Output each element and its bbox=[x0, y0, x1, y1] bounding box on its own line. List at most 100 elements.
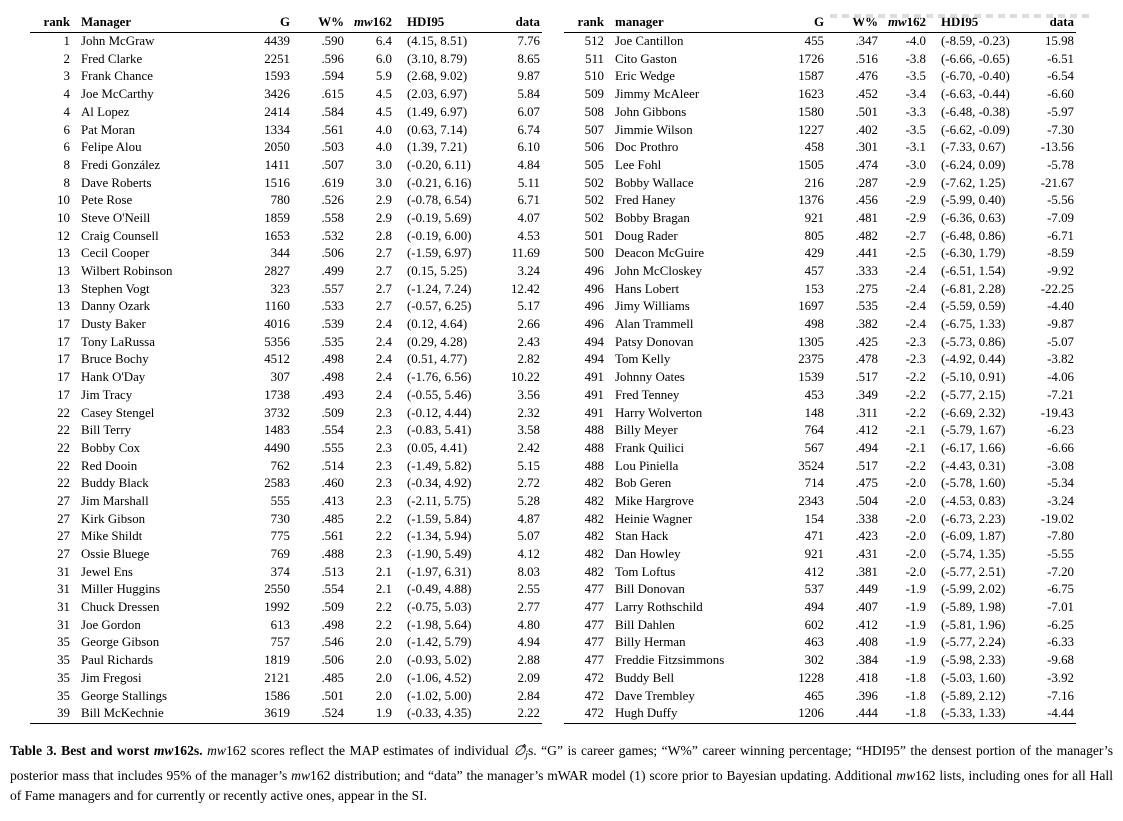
table-row: 482 Heinie Wagner 154 .338 -2.0 (-6.73, 2.23)… bbox=[564, 511, 1076, 529]
cell-data: -6.75 bbox=[1047, 582, 1074, 597]
cell-mw162: -1.9 bbox=[905, 653, 926, 668]
cell-wpct: .412 bbox=[855, 423, 878, 438]
cell-rank: 482 bbox=[584, 564, 604, 579]
cell-manager: Bill Terry bbox=[81, 423, 132, 438]
cell-data: 6.07 bbox=[517, 104, 540, 119]
cell-data: -5.97 bbox=[1047, 104, 1074, 119]
cell-hdi95: (-1.06, 4.52) bbox=[407, 670, 472, 685]
cell-wpct: .513 bbox=[321, 564, 344, 579]
cell-mw162: 2.4 bbox=[375, 387, 392, 402]
cell-g: 1738 bbox=[264, 387, 290, 402]
cell-rank: 2 bbox=[63, 51, 70, 66]
table-row: 4 Al Lopez 2414 .584 4.5 (1.49, 6.97) 6.07 bbox=[30, 104, 542, 122]
cell-rank: 10 bbox=[57, 193, 70, 208]
table-row: 27 Mike Shildt 775 .561 2.2 (-1.34, 5.94) 5.07 bbox=[30, 528, 542, 546]
table-row: 31 Chuck Dressen 1992 .509 2.2 (-0.75, 5.03) 2… bbox=[30, 599, 542, 617]
table-row: 488 Billy Meyer 764 .412 -2.1 (-5.79, 1.67) -6… bbox=[564, 422, 1076, 440]
cell-g: 780 bbox=[270, 193, 290, 208]
cell-rank: 477 bbox=[584, 617, 604, 632]
cell-manager: Patsy Donovan bbox=[615, 334, 694, 349]
cell-mw162: -2.9 bbox=[905, 193, 926, 208]
table-row: 17 Bruce Bochy 4512 .498 2.4 (0.51, 4.77) 2.82 bbox=[30, 351, 542, 369]
cell-wpct: .423 bbox=[855, 529, 878, 544]
cell-hdi95: (-6.24, 0.09) bbox=[941, 157, 1006, 172]
cell-wpct: .535 bbox=[855, 299, 878, 314]
cell-g: 1623 bbox=[798, 87, 824, 102]
cell-wpct: .402 bbox=[855, 122, 878, 137]
cell-mw162: 2.7 bbox=[375, 299, 392, 314]
cell-manager: Bobby Wallace bbox=[615, 175, 694, 190]
cell-manager: Steve O'Neill bbox=[81, 210, 151, 225]
cell-data: 2.88 bbox=[517, 653, 540, 668]
cell-mw162: -2.4 bbox=[905, 281, 926, 296]
cell-wpct: .494 bbox=[855, 440, 878, 455]
cell-manager: Chuck Dressen bbox=[81, 600, 160, 615]
table-row: 477 Freddie Fitzsimmons 302 .384 -1.9 (-5.98,… bbox=[564, 652, 1076, 670]
cell-mw162: 2.3 bbox=[375, 458, 392, 473]
cell-hdi95: (-7.33, 0.67) bbox=[941, 140, 1006, 155]
table-row: 510 Eric Wedge 1587 .476 -3.5 (-6.70, -0.40) -… bbox=[564, 68, 1076, 86]
cell-mw162: 2.0 bbox=[375, 670, 392, 685]
cell-hdi95: (-5.99, 2.02) bbox=[941, 582, 1006, 597]
cell-data: -9.87 bbox=[1047, 317, 1074, 332]
cell-hdi95: (-7.62, 1.25) bbox=[941, 175, 1006, 190]
cell-hdi95: (-1.49, 5.82) bbox=[407, 458, 472, 473]
cell-wpct: .498 bbox=[321, 617, 344, 632]
cell-mw162: -2.4 bbox=[905, 264, 926, 279]
cell-g: 302 bbox=[804, 653, 824, 668]
cell-wpct: .555 bbox=[321, 440, 344, 455]
cell-wpct: .311 bbox=[855, 405, 878, 420]
table-row: 6 Pat Moran 1334 .561 4.0 (0.63, 7.14) 6.74 bbox=[30, 121, 542, 139]
cell-data: -7.09 bbox=[1047, 210, 1074, 225]
cell-g: 2121 bbox=[264, 670, 290, 685]
caption-segment: 162 lists, including ones for all Hall o… bbox=[10, 767, 1113, 803]
cell-mw162: -2.1 bbox=[905, 440, 926, 455]
cell-data: -19.43 bbox=[1040, 405, 1074, 420]
cell-data: 4.94 bbox=[517, 635, 540, 650]
table-row: 496 John McCloskey 457 .333 -2.4 (-6.51, 1.54… bbox=[564, 263, 1076, 281]
cell-rank: 482 bbox=[584, 547, 604, 562]
cell-rank: 502 bbox=[584, 193, 604, 208]
cell-wpct: .275 bbox=[855, 281, 878, 296]
cell-data: 5.11 bbox=[517, 175, 540, 190]
cell-wpct: .498 bbox=[321, 370, 344, 385]
cell-data: -6.71 bbox=[1047, 228, 1074, 243]
cell-mw162: 2.1 bbox=[375, 564, 392, 579]
cell-g: 1539 bbox=[798, 370, 824, 385]
cell-hdi95: (-0.75, 5.03) bbox=[407, 600, 472, 615]
cell-manager: Pat Moran bbox=[81, 122, 136, 137]
tables-row: rank Manager G W% mw162 HDI95 data 1 John McGraw… bbox=[30, 14, 1097, 724]
cell-wpct: .501 bbox=[855, 104, 878, 119]
cell-data: 4.53 bbox=[517, 228, 540, 243]
cell-mw162: -2.9 bbox=[905, 210, 926, 225]
cell-g: 323 bbox=[270, 281, 290, 296]
cell-g: 412 bbox=[804, 564, 824, 579]
column-header-hdi95: HDI95 bbox=[926, 14, 1022, 33]
cell-mw162: 5.9 bbox=[375, 69, 392, 84]
cell-hdi95: (-4.53, 0.83) bbox=[941, 493, 1006, 508]
cell-g: 1516 bbox=[264, 175, 290, 190]
table-row: 477 Billy Herman 463 .408 -1.9 (-5.77, 2.24) -… bbox=[564, 634, 1076, 652]
cell-mw162: -1.9 bbox=[905, 635, 926, 650]
cell-manager: Wilbert Robinson bbox=[81, 264, 173, 279]
cell-hdi95: (-6.48, 0.86) bbox=[941, 228, 1006, 243]
cell-data: -4.44 bbox=[1047, 706, 1074, 721]
table-row: 477 Bill Donovan 537 .449 -1.9 (-5.99, 2.02) -… bbox=[564, 581, 1076, 599]
cell-data: 2.77 bbox=[517, 600, 540, 615]
cell-data: 7.76 bbox=[517, 34, 540, 49]
cell-manager: Dan Howley bbox=[615, 547, 681, 562]
cell-wpct: .460 bbox=[321, 476, 344, 491]
cell-g: 374 bbox=[270, 564, 290, 579]
cell-wpct: .590 bbox=[321, 34, 344, 49]
column-header-wpct: W% bbox=[290, 14, 344, 33]
cell-rank: 502 bbox=[584, 210, 604, 225]
cell-g: 2827 bbox=[264, 264, 290, 279]
cell-data: 11.69 bbox=[511, 246, 540, 261]
table-row: 488 Frank Quilici 567 .494 -2.1 (-6.17, 1.66)… bbox=[564, 440, 1076, 458]
cell-mw162: 2.7 bbox=[375, 281, 392, 296]
cell-hdi95: (-0.55, 5.46) bbox=[407, 387, 472, 402]
cell-hdi95: (-4.43, 0.31) bbox=[941, 458, 1006, 473]
cell-data: 6.71 bbox=[517, 193, 540, 208]
cell-g: 2414 bbox=[264, 104, 290, 119]
cell-mw162: -1.9 bbox=[905, 617, 926, 632]
